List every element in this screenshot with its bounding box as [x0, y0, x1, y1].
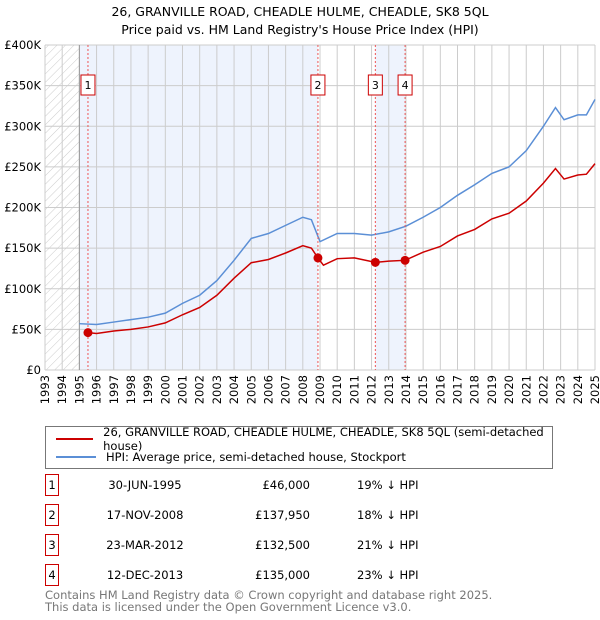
- hpi-line: [79, 99, 596, 326]
- sale-date: 23-MAR-2012: [106, 538, 184, 552]
- y-tick-label: £150K: [4, 241, 41, 255]
- chart-subtitle: Price paid vs. HM Land Registry's House …: [121, 22, 479, 37]
- sale-row: 3 23-MAR-2012 £132,500 21% ↓ HPI: [45, 534, 565, 556]
- y-tick-label: £300K: [4, 119, 41, 133]
- sale-hpi-diff: 21% ↓ HPI: [357, 538, 419, 552]
- sale-price: £135,000: [255, 568, 310, 582]
- x-tick-label: 1998: [124, 375, 138, 404]
- sale-label: 1: [84, 79, 91, 92]
- x-tick-label: 1999: [141, 375, 155, 404]
- chart-title: 26, GRANVILLE ROAD, CHEADLE HULME, CHEAD…: [111, 4, 489, 19]
- x-tick-label: 1993: [38, 375, 52, 404]
- sale-label-box: [310, 74, 326, 96]
- x-tick-label: 2007: [279, 375, 293, 404]
- sale-price: £137,950: [255, 508, 310, 522]
- x-tick-label: 2004: [227, 375, 241, 404]
- sale-label: 4: [402, 79, 409, 92]
- x-tick-label: 2001: [176, 375, 190, 404]
- y-tick-label: £0: [26, 363, 41, 377]
- sale-point: [313, 253, 323, 263]
- y-tick-label: £100K: [4, 282, 41, 296]
- x-tick-label: 2013: [382, 375, 396, 404]
- sale-date: 12-DEC-2013: [106, 568, 184, 582]
- sale-row: 1 30-JUN-1995 £46,000 19% ↓ HPI: [45, 474, 565, 496]
- x-tick-label: 2014: [399, 375, 413, 404]
- sale-hpi-diff: 18% ↓ HPI: [357, 508, 419, 522]
- x-tick-label: 2017: [451, 375, 465, 404]
- sale-number: 4: [45, 564, 59, 586]
- y-tick-label: £50K: [12, 322, 42, 336]
- sale-label-box: [397, 74, 413, 96]
- sale-point: [370, 257, 380, 267]
- footer-line: This data is licensed under the Open Gov…: [45, 600, 412, 614]
- legend-item-hpi: HPI: Average price, semi-detached house,…: [56, 448, 406, 466]
- sale-price: £46,000: [262, 478, 310, 492]
- x-tick-label: 2009: [313, 375, 327, 404]
- sale-row: 2 17-NOV-2008 £137,950 18% ↓ HPI: [45, 504, 565, 526]
- sale-label-box: [80, 74, 96, 96]
- y-tick-label: £400K: [4, 38, 41, 52]
- sale-label: 2: [314, 79, 321, 92]
- x-tick-label: 1997: [107, 375, 121, 404]
- sale-date: 17-NOV-2008: [106, 508, 184, 522]
- sale-number: 2: [45, 504, 59, 526]
- x-tick-label: 2018: [468, 375, 482, 404]
- y-tick-label: £350K: [4, 79, 41, 93]
- x-tick-label: 2012: [365, 375, 379, 404]
- x-tick-label: 2003: [210, 375, 224, 404]
- x-tick-label: 2000: [158, 375, 172, 404]
- x-tick-label: 2022: [536, 375, 550, 404]
- y-tick-label: £200K: [4, 201, 41, 215]
- x-tick-label: 2008: [296, 375, 310, 404]
- x-tick-label: 2023: [554, 375, 568, 404]
- x-tick-label: 2019: [485, 375, 499, 404]
- sale-row: 4 12-DEC-2013 £135,000 23% ↓ HPI: [45, 564, 565, 586]
- legend-item-property: 26, GRANVILLE ROAD, CHEADLE HULME, CHEAD…: [56, 425, 552, 453]
- x-tick-label: 1996: [90, 375, 104, 404]
- x-tick-label: 2005: [244, 375, 258, 404]
- x-tick-label: 2020: [502, 375, 516, 404]
- sale-label-box: [367, 74, 383, 96]
- x-tick-label: 1994: [55, 375, 69, 404]
- x-tick-label: 2025: [588, 375, 600, 404]
- sale-number: 3: [45, 534, 59, 556]
- x-tick-label: 2015: [416, 375, 430, 404]
- legend-swatch: [56, 456, 96, 458]
- sale-price: £132,500: [255, 538, 310, 552]
- x-tick-label: 2024: [571, 375, 585, 404]
- footer-line: Contains HM Land Registry data © Crown c…: [45, 588, 493, 602]
- legend: 26, GRANVILLE ROAD, CHEADLE HULME, CHEAD…: [45, 425, 553, 469]
- x-tick-label: 1995: [72, 375, 86, 404]
- sale-hpi-diff: 19% ↓ HPI: [357, 478, 419, 492]
- x-tick-label: 2021: [519, 375, 533, 404]
- legend-label: 26, GRANVILLE ROAD, CHEADLE HULME, CHEAD…: [103, 425, 544, 453]
- sale-point: [83, 328, 93, 338]
- x-tick-label: 2006: [261, 375, 275, 404]
- sale-number: 1: [45, 474, 59, 496]
- legend-swatch: [56, 438, 94, 440]
- sale-hpi-diff: 23% ↓ HPI: [357, 568, 419, 582]
- x-tick-label: 2011: [347, 375, 361, 404]
- y-tick-label: £250K: [4, 160, 41, 174]
- x-tick-label: 2010: [330, 375, 344, 404]
- legend-label: HPI: Average price, semi-detached house,…: [106, 450, 406, 464]
- sale-label: 3: [372, 79, 379, 92]
- plot-area: 1993 1994 1995 1996 1997 1998 1999 2000 2001 2002…: [4, 38, 600, 404]
- x-tick-label: 2002: [193, 375, 207, 404]
- x-tick-label: 2016: [433, 375, 447, 404]
- property-price-line: [87, 163, 596, 335]
- sale-date: 30-JUN-1995: [108, 478, 182, 492]
- sale-point: [400, 255, 410, 265]
